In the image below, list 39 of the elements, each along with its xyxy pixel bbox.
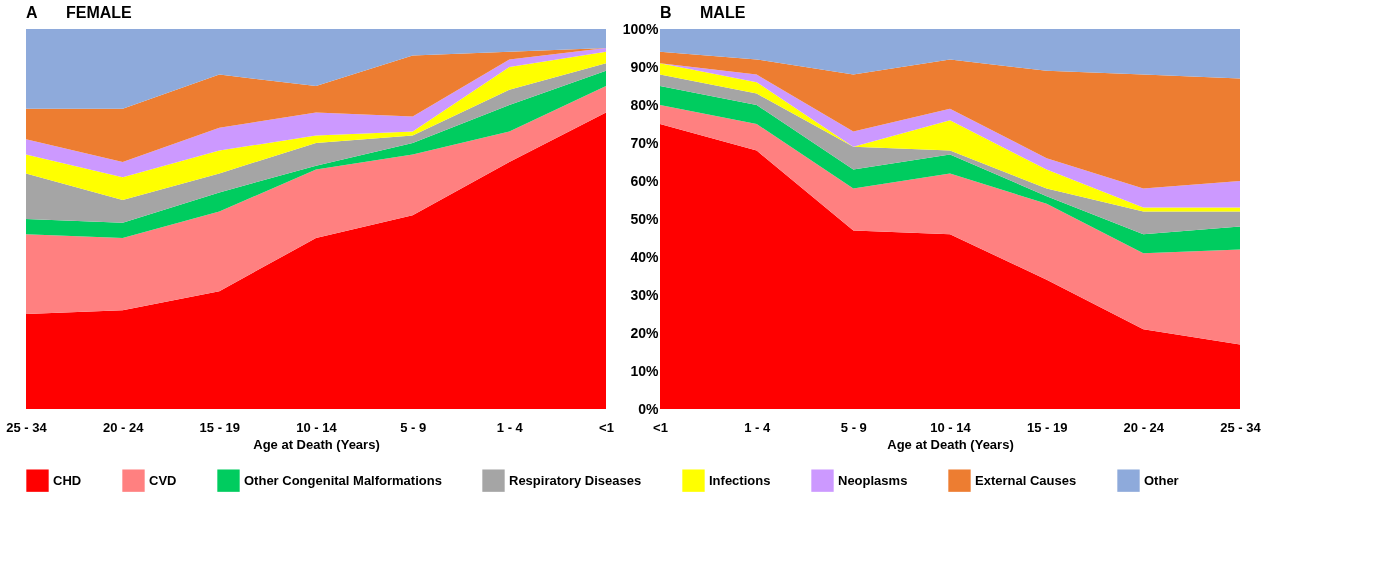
text: B [660,4,672,21]
legend-label: External Causes [975,472,1077,488]
y-tick-label: 70% [630,134,660,151]
text: A [26,4,38,21]
x-tick-label: 15 - 19 [199,419,241,435]
chart-title: FEMALE [66,4,133,21]
x-tick-label: 10 - 14 [930,419,972,435]
chart-title: MALE [700,4,746,21]
y-tick-label: 20% [630,324,660,341]
x-tick-label: 5 - 9 [400,419,427,435]
y-tick-label: 100% [622,20,660,37]
y-tick-label: 60% [630,172,660,189]
legend-label: Other Congenital Malformations [244,472,442,488]
x-tick-label: 1 - 4 [744,419,771,435]
x-tick-label: 1 - 4 [496,419,524,435]
y-tick-label: 40% [630,248,660,265]
y-tick-label: 80% [630,96,660,113]
y-tick-label: 0% [638,400,660,417]
x-tick-label: 25 - 34 [6,419,48,435]
legend-label: CVD [149,472,177,488]
y-tick-label: 90% [630,58,660,75]
y-tick-label: 10% [630,362,660,379]
x-tick-label: 5 - 9 [840,419,867,435]
x-tick-label: 15 - 19 [1026,419,1068,435]
legend-label: CHD [53,472,82,488]
y-tick-label: 50% [630,210,660,227]
legend-label: Respiratory Diseases [509,472,642,488]
legend-label: Neoplasms [838,472,908,488]
x-axis-title: Age at Death (Years) [253,436,380,452]
x-tick-label: 25 - 34 [1220,419,1262,435]
legend-label: Other [1144,472,1179,488]
y-tick-label: 30% [630,286,660,303]
x-axis-title: Age at Death (Years) [887,436,1014,452]
x-tick-label: 20 - 24 [1123,419,1165,435]
x-tick-label: 10 - 14 [296,419,338,435]
x-tick-label: <1 [653,419,668,435]
x-tick-label: <1 [599,419,614,435]
legend-label: Infections [709,472,771,488]
x-tick-label: 20 - 24 [102,419,145,435]
